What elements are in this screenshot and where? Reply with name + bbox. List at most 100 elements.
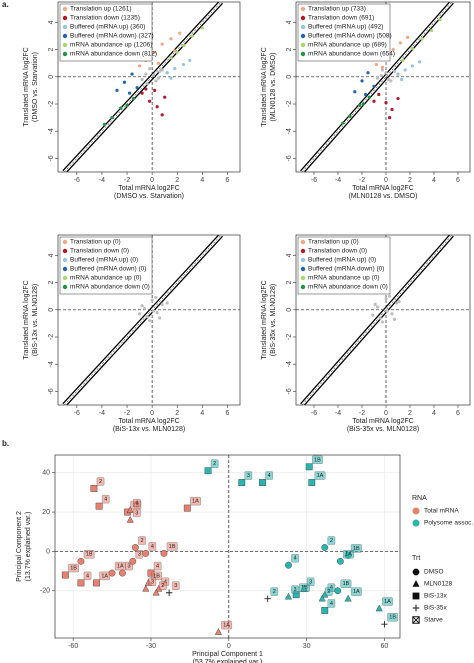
point-label: 2 [161,583,164,589]
x-tick-label: 6 [225,177,229,184]
point-label: 1A [192,499,199,505]
x-tick-label: -2 [359,410,365,417]
pca-point [305,463,313,471]
point [153,88,157,92]
point [140,91,144,95]
y-tick-label: 0 [48,75,55,79]
legend-marker [62,275,68,281]
pca-point [285,561,292,569]
legend-label: BiS-13x [424,593,448,600]
point-label-box [159,581,167,590]
legend-label: Buffered (mRNA up) (360) [70,24,145,31]
x-tick-label: -6 [74,410,80,417]
legend-marker [300,284,306,290]
point [156,76,161,80]
point [145,82,149,86]
legend-marker [412,580,420,587]
legend-label: mRNA abundance down (0) [70,284,150,291]
point [110,116,114,120]
point [148,319,152,323]
point-label-box [138,536,146,545]
x-tick-label: -6 [311,177,317,184]
plot-content: 2BiS-13x1BBiS-13x4BiS-13x1ABiS-13x4MLN01… [55,455,400,638]
point-label-box [382,597,393,606]
point-label-box [148,542,157,551]
x-axis-label: Total mRNA log2FC [118,185,179,192]
x-axis-label: (53.7% explained var.) [193,659,263,663]
legend-marker [62,15,68,21]
point-label-box [312,455,323,464]
point-label: 3 [174,583,177,589]
legend-title: Trt [412,555,420,562]
panel: -60 -30 0 30 60 -20 0 20 40 Principal Component 1… [16,454,473,663]
point [403,68,407,72]
legend-label: Translation down (0) [70,248,129,255]
pca-point [93,579,100,587]
plot-content [58,235,240,405]
point-label-box [314,471,326,480]
point [173,67,177,71]
legend-label: BiS-35x [424,605,448,612]
point-label-box [133,498,141,508]
x-tick-label: 4 [200,177,204,184]
point-trt: DMSO [288,562,310,569]
point-label: 1B [314,457,321,463]
legend-label: Buffered (mRNA down) (0) [308,266,384,273]
plot-area [55,455,400,638]
point-label-box [153,561,162,571]
point [366,71,370,75]
legend-label: Translation up (0) [70,239,121,246]
legend-label: MLN0128 [424,581,453,588]
y-tick-label: 2 [48,48,55,52]
point-label: 3 [294,587,297,593]
point [396,72,400,76]
point-trt: MLN0128 [288,594,318,601]
point-label: 2 [273,589,276,595]
point [401,58,405,63]
legend-marker [412,616,420,624]
x-tick-label: -4 [335,177,341,184]
y-tick-label: -4 [286,128,293,134]
point-label: 4 [86,573,89,579]
point [384,71,388,75]
point [377,92,381,97]
pca-point [160,550,168,557]
point [130,72,134,76]
point [410,46,414,50]
legend-label: Buffered (mRNA up) (492) [308,24,383,31]
legend-label: mRNA abundance up (0) [70,275,142,282]
legend-box [59,236,153,295]
diagonal-center [301,2,453,172]
point [384,297,388,301]
point [374,62,378,67]
point-label-box [125,561,133,571]
legend-marker [412,604,420,612]
point-trt: MLN0128 [348,595,378,602]
point [160,302,164,306]
point-label: 1A [353,589,360,595]
point-trt: MLN0128 [218,629,248,636]
point-label: 1B [169,544,176,550]
legend-label: Buffered (mRNA down) (0) [70,266,146,273]
y-tick-label: -6 [286,388,293,394]
pca-point [334,587,342,595]
y-tick-label: -2 [286,334,293,340]
point [384,101,388,105]
y-tick-label: -2 [48,101,55,107]
point-label: 1B [353,546,360,552]
legend-marker [412,568,420,576]
legend-marker [300,275,306,281]
point [127,91,132,95]
legend-marker [412,519,420,527]
point-label-box [133,508,141,518]
legend-box [59,3,153,62]
y-axis-label: Translated mRNA log2FC [23,280,30,360]
point [160,42,164,46]
y-axis-label: (13.7% explained var.) [25,512,32,582]
x-tick-label: -2 [359,177,365,184]
legend-marker [412,592,420,600]
point-label: 1A [345,552,352,558]
pca-point [142,550,150,557]
panel-letter: a. [2,0,9,9]
